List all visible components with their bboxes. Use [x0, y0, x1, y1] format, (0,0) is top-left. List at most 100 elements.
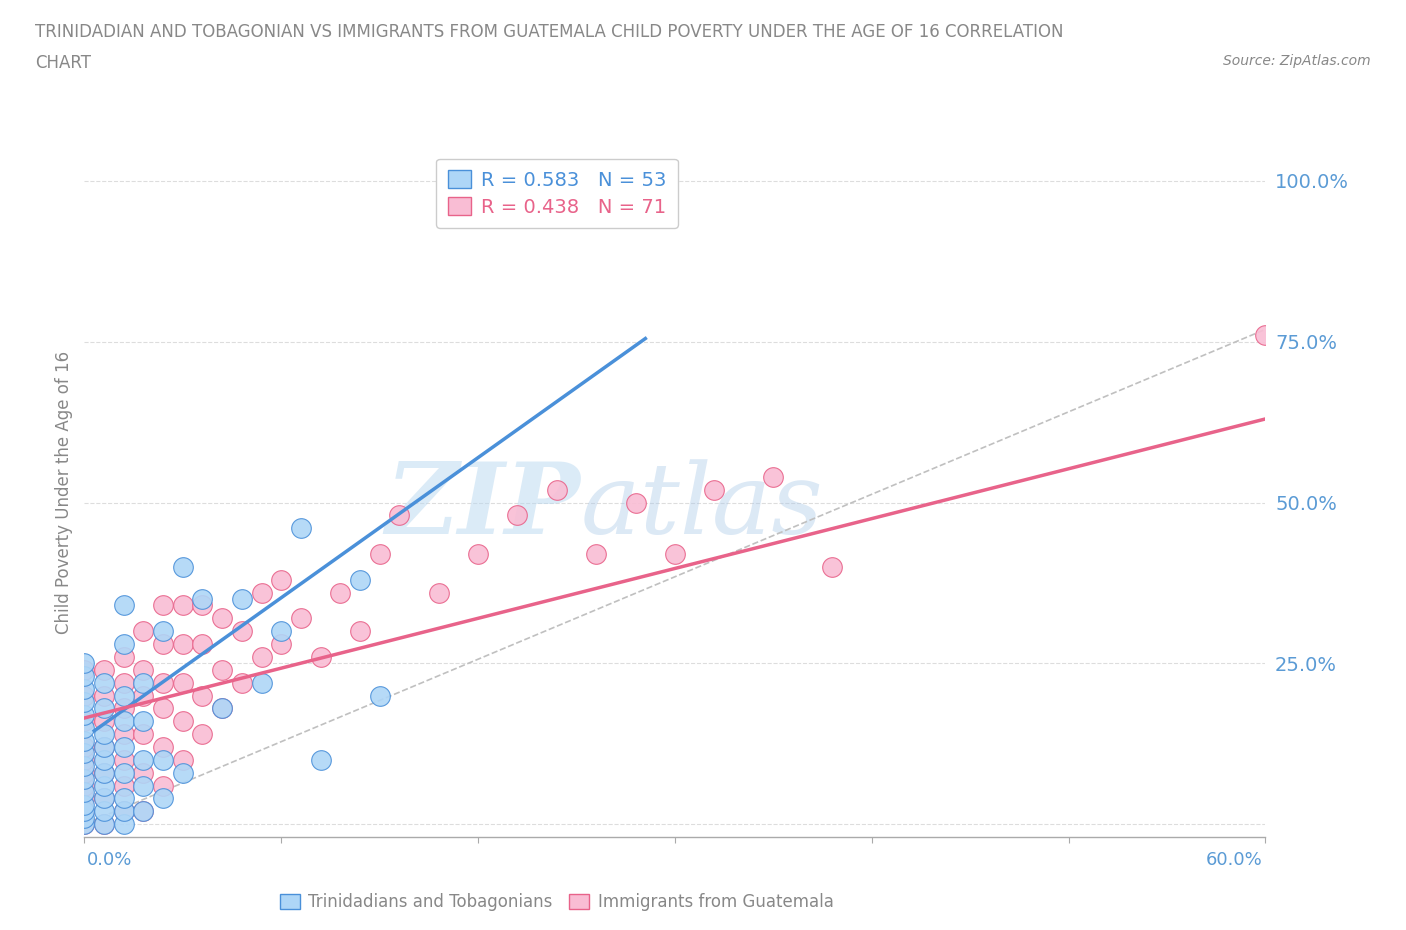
Point [703, 483, 725, 498]
Point [132, 778, 155, 793]
Point [112, 675, 135, 690]
Point [152, 752, 174, 767]
Point [93, 701, 115, 716]
Point [172, 752, 194, 767]
Point [73, 804, 96, 818]
Point [112, 701, 135, 716]
Point [73, 817, 96, 831]
Point [93, 688, 115, 703]
Point [191, 637, 214, 652]
Point [73, 714, 96, 729]
Point [211, 701, 233, 716]
Point [93, 791, 115, 806]
Point [349, 572, 371, 587]
Point [112, 804, 135, 818]
Point [73, 817, 96, 831]
Text: atlas: atlas [581, 459, 823, 554]
Point [112, 739, 135, 754]
Y-axis label: Child Poverty Under the Age of 16: Child Poverty Under the Age of 16 [55, 352, 73, 634]
Point [73, 791, 96, 806]
Point [112, 726, 135, 741]
Point [191, 688, 214, 703]
Point [329, 585, 352, 600]
Point [73, 662, 96, 677]
Point [132, 624, 155, 639]
Point [73, 695, 96, 710]
Point [112, 688, 135, 703]
Point [73, 669, 96, 684]
Point [546, 483, 568, 498]
Point [73, 739, 96, 754]
Point [172, 714, 194, 729]
Point [73, 759, 96, 774]
Point [112, 804, 135, 818]
Point [93, 778, 115, 793]
Point [73, 752, 96, 767]
Point [191, 591, 214, 606]
Point [152, 778, 174, 793]
Text: ZIP: ZIP [385, 458, 581, 555]
Point [172, 560, 194, 575]
Point [112, 765, 135, 780]
Point [309, 649, 332, 664]
Point [211, 662, 233, 677]
Point [132, 688, 155, 703]
Point [93, 817, 115, 831]
Point [132, 804, 155, 818]
Point [427, 585, 450, 600]
Point [211, 611, 233, 626]
Text: 0.0%: 0.0% [87, 851, 132, 869]
Point [132, 662, 155, 677]
Point [1254, 328, 1277, 343]
Point [93, 714, 115, 729]
Point [624, 495, 647, 510]
Point [93, 675, 115, 690]
Point [112, 649, 135, 664]
Point [270, 572, 292, 587]
Point [191, 598, 214, 613]
Point [93, 791, 115, 806]
Point [73, 733, 96, 748]
Point [290, 611, 312, 626]
Point [270, 624, 292, 639]
Point [132, 714, 155, 729]
Point [762, 470, 785, 485]
Point [152, 637, 174, 652]
Point [152, 624, 174, 639]
Point [73, 778, 96, 793]
Point [93, 752, 115, 767]
Point [388, 508, 411, 523]
Point [191, 726, 214, 741]
Point [152, 598, 174, 613]
Point [664, 547, 686, 562]
Point [73, 772, 96, 787]
Point [821, 560, 844, 575]
Point [73, 688, 96, 703]
Text: CHART: CHART [35, 54, 91, 72]
Point [73, 746, 96, 761]
Legend: Trinidadians and Tobagonians, Immigrants from Guatemala: Trinidadians and Tobagonians, Immigrants… [273, 887, 841, 918]
Text: TRINIDADIAN AND TOBAGONIAN VS IMMIGRANTS FROM GUATEMALA CHILD POVERTY UNDER THE : TRINIDADIAN AND TOBAGONIAN VS IMMIGRANTS… [35, 23, 1064, 41]
Point [250, 649, 273, 664]
Point [112, 791, 135, 806]
Point [132, 804, 155, 818]
Point [93, 804, 115, 818]
Point [290, 521, 312, 536]
Point [309, 752, 332, 767]
Point [152, 701, 174, 716]
Point [93, 765, 115, 780]
Point [112, 817, 135, 831]
Point [132, 675, 155, 690]
Point [73, 682, 96, 697]
Point [73, 720, 96, 735]
Point [132, 726, 155, 741]
Point [211, 701, 233, 716]
Text: 60.0%: 60.0% [1206, 851, 1263, 869]
Point [270, 637, 292, 652]
Point [93, 662, 115, 677]
Point [73, 804, 96, 818]
Point [132, 752, 155, 767]
Point [73, 797, 96, 812]
Point [152, 791, 174, 806]
Point [93, 739, 115, 754]
